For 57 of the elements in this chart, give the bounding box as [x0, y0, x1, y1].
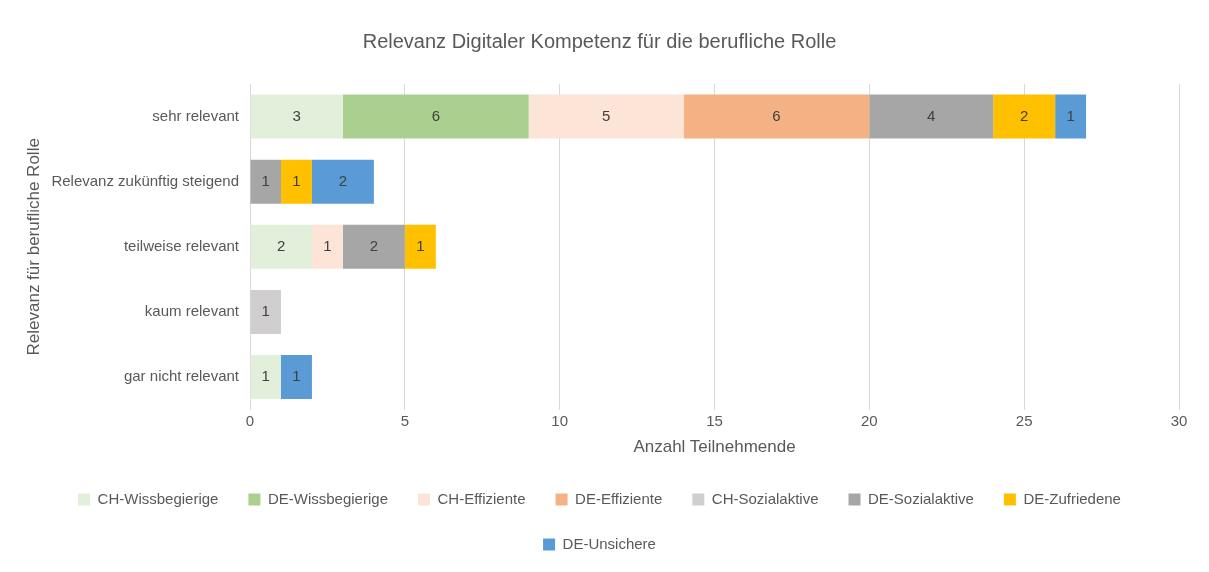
data-label: 1 — [261, 302, 270, 320]
x-tick-label: 10 — [551, 411, 569, 429]
bar — [250, 289, 281, 334]
y-tick-label: kaum relevant — [144, 302, 240, 320]
y-tick-label: sehr relevant — [152, 106, 240, 124]
data-label: 1 — [292, 367, 301, 385]
bar — [280, 159, 312, 204]
y-tick-label: Relevanz zukünftig steigend — [51, 171, 240, 189]
data-label: 6 — [772, 106, 781, 124]
bar — [528, 94, 684, 139]
legend-label: DE-Zufriedene — [1023, 489, 1121, 507]
data-label: 1 — [323, 236, 332, 254]
data-label: 1 — [261, 171, 270, 189]
bar — [311, 224, 343, 269]
data-label: 6 — [431, 106, 440, 124]
legend-label: DE-Wissbegierige — [267, 489, 388, 507]
legend-label: DE-Unsichere — [562, 534, 656, 552]
x-tick-label: 5 — [400, 411, 410, 429]
bar — [683, 94, 870, 139]
x-tick-label: 15 — [706, 411, 723, 429]
x-tick-label: 25 — [1015, 411, 1033, 429]
bar — [250, 355, 281, 400]
bar — [280, 355, 312, 400]
bar — [342, 224, 405, 269]
data-label: 1 — [292, 171, 301, 189]
bar — [993, 94, 1056, 139]
legend-label: CH-Wissbegierige — [97, 489, 219, 507]
bar — [869, 94, 994, 139]
data-label: 3 — [292, 106, 301, 124]
data-label: 2 — [1020, 106, 1029, 124]
legend-label: CH-Sozialaktive — [711, 489, 819, 507]
data-label: 4 — [927, 106, 936, 124]
data-label: 1 — [261, 367, 270, 385]
bar — [404, 224, 436, 269]
x-axis-title: Anzahl Teilnehmende — [633, 437, 796, 457]
x-tick-label: 20 — [861, 411, 878, 429]
x-tick-label: 30 — [1170, 411, 1188, 429]
bar — [342, 94, 529, 139]
legend-label: CH-Effiziente — [437, 489, 526, 507]
data-label: 2 — [277, 236, 286, 254]
bar — [250, 224, 312, 269]
data-label: 1 — [1066, 106, 1075, 124]
y-tick-label: gar nicht relevant — [123, 367, 240, 385]
x-tick-label: 0 — [245, 411, 255, 429]
y-tick-label: teilweise relevant — [123, 236, 240, 254]
legend-label: DE-Sozialaktive — [868, 489, 974, 507]
data-label: 2 — [338, 171, 348, 189]
data-label: 5 — [601, 106, 611, 124]
legend-label: DE-Effiziente — [575, 489, 663, 507]
bar — [250, 159, 281, 204]
data-label: 1 — [416, 236, 425, 254]
bar — [1055, 94, 1087, 139]
bar — [250, 94, 343, 139]
data-label: 2 — [369, 236, 379, 254]
bar — [311, 159, 374, 204]
y-axis-title: Relevanz für berufliche Rolle — [23, 138, 43, 356]
chart-title: Relevanz Digitaler Kompetenz für die berufliche Rolle — [362, 29, 837, 52]
